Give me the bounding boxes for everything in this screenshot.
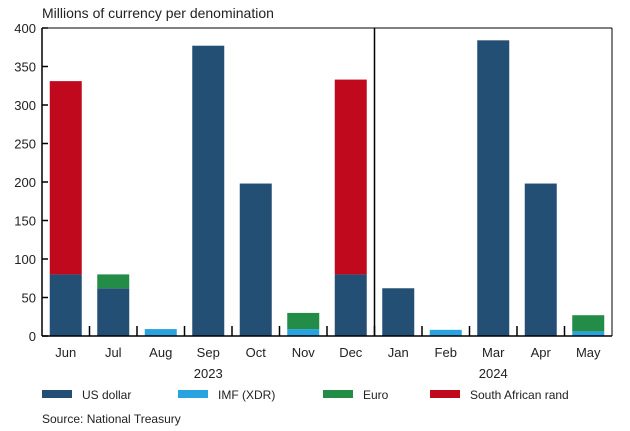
x-tick-label: Apr bbox=[531, 345, 552, 360]
bar-euro-may bbox=[572, 315, 605, 332]
y-tick-label: 300 bbox=[14, 98, 36, 113]
x-tick-label: Aug bbox=[149, 345, 172, 360]
y-tick-label: 0 bbox=[29, 329, 36, 344]
y-tick-label: 350 bbox=[14, 60, 36, 75]
chart-title: Millions of currency per denomination bbox=[42, 5, 274, 21]
x-tick-label: Nov bbox=[292, 345, 316, 360]
legend-label: Euro bbox=[363, 388, 389, 402]
bar-imf-xdr--may bbox=[572, 331, 605, 336]
bar-us-dollar-mar bbox=[477, 40, 510, 336]
x-tick-label: Jun bbox=[55, 345, 76, 360]
y-tick-label: 150 bbox=[14, 214, 36, 229]
source-note: Source: National Treasury bbox=[42, 412, 181, 426]
x-tick-label: Jul bbox=[105, 345, 122, 360]
y-tick-label: 250 bbox=[14, 137, 36, 152]
bar-south-african-rand-jun bbox=[49, 81, 82, 275]
x-tick-label: Oct bbox=[246, 345, 267, 360]
bar-us-dollar-sep bbox=[192, 45, 225, 337]
bar-us-dollar-jun bbox=[49, 274, 82, 336]
bar-us-dollar-jul bbox=[97, 288, 130, 336]
x-tick-label: May bbox=[576, 345, 601, 360]
y-tick-label: 200 bbox=[14, 175, 36, 190]
bar-imf-xdr--feb bbox=[429, 329, 462, 336]
year-label: 2024 bbox=[479, 366, 508, 381]
legend-swatch bbox=[178, 390, 208, 398]
legend-label: IMF (XDR) bbox=[218, 388, 275, 402]
y-tick-label: 400 bbox=[14, 21, 36, 36]
legend-swatch bbox=[42, 390, 72, 398]
x-tick-label: Feb bbox=[435, 345, 457, 360]
legend-label: South African rand bbox=[470, 388, 569, 402]
x-tick-label: Mar bbox=[482, 345, 505, 360]
bar-us-dollar-dec bbox=[334, 274, 367, 336]
bar-imf-xdr--aug bbox=[144, 329, 177, 336]
y-tick-label: 50 bbox=[22, 291, 36, 306]
legend-swatch bbox=[323, 390, 353, 398]
x-tick-label: Dec bbox=[339, 345, 363, 360]
legend-label: US dollar bbox=[82, 388, 131, 402]
bar-south-african-rand-dec bbox=[334, 79, 367, 275]
bar-imf-xdr--nov bbox=[287, 329, 320, 336]
year-label: 2023 bbox=[194, 366, 223, 381]
bar-us-dollar-apr bbox=[524, 183, 557, 336]
bar-us-dollar-jan bbox=[382, 288, 415, 336]
legend-swatch bbox=[430, 390, 460, 398]
x-tick-label: Sep bbox=[197, 345, 220, 360]
bar-euro-nov bbox=[287, 312, 320, 330]
y-tick-label: 100 bbox=[14, 252, 36, 267]
bar-euro-jul bbox=[97, 274, 130, 289]
bar-us-dollar-oct bbox=[239, 183, 272, 336]
x-tick-label: Jan bbox=[388, 345, 409, 360]
